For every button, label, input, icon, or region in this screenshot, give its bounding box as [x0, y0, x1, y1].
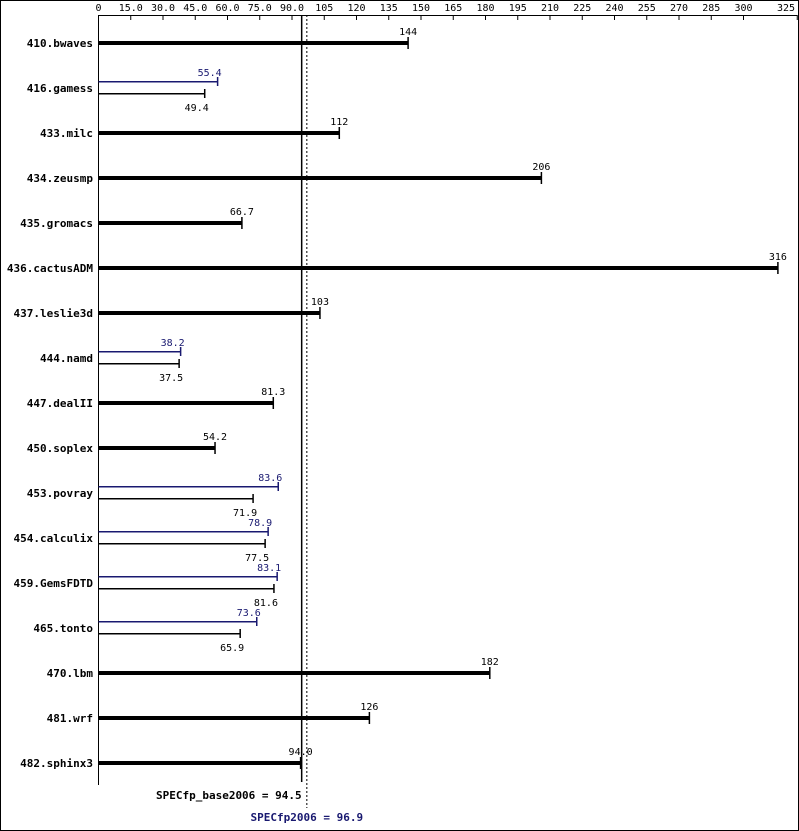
category-label: 435.gromacs — [20, 217, 93, 230]
category-label: 459.GemsFDTD — [14, 577, 94, 590]
base-metric-label: SPECfp_base2006 = 94.5 — [156, 789, 302, 802]
x-tick-label: 60.0 — [215, 3, 239, 14]
bar — [98, 446, 216, 450]
value-label: 112 — [330, 117, 348, 128]
value-label: 83.1 — [257, 563, 281, 574]
peak-metric-label: SPECfp2006 = 96.9 — [251, 811, 364, 824]
bar — [98, 588, 274, 590]
x-tick-label: 165 — [444, 3, 462, 14]
bar — [98, 401, 274, 405]
x-tick-label: 180 — [476, 3, 494, 14]
value-label: 38.2 — [161, 338, 185, 349]
x-tick-label: 325 — [777, 3, 795, 14]
value-label: 71.9 — [233, 508, 257, 519]
value-label: 316 — [769, 252, 787, 263]
value-label: 81.6 — [254, 598, 278, 609]
x-tick-label: 45.0 — [183, 3, 207, 14]
x-tick-label: 135 — [380, 3, 398, 14]
value-label: 206 — [532, 162, 550, 173]
bar — [98, 351, 181, 353]
bar — [98, 81, 218, 83]
category-label: 450.soplex — [27, 442, 94, 455]
value-label: 83.6 — [258, 473, 282, 484]
category-label: 447.dealII — [27, 397, 93, 410]
value-label: 182 — [481, 657, 499, 668]
category-label: 465.tonto — [33, 622, 93, 635]
x-tick-label: 15.0 — [119, 3, 143, 14]
value-label: 81.3 — [261, 387, 285, 398]
bar — [98, 531, 269, 533]
x-tick-label: 90.0 — [280, 3, 304, 14]
category-label: 434.zeusmp — [27, 172, 94, 185]
category-label: 410.bwaves — [27, 37, 93, 50]
bar — [98, 221, 242, 225]
bar — [98, 761, 301, 765]
value-label: 55.4 — [198, 68, 222, 79]
bar — [98, 176, 542, 180]
bar — [98, 576, 278, 578]
bar — [98, 498, 254, 500]
value-label: 78.9 — [248, 518, 272, 529]
bar — [98, 716, 370, 720]
bar — [98, 486, 279, 488]
category-label: 444.namd — [40, 352, 93, 365]
value-label: 94.0 — [289, 747, 313, 758]
value-label: 37.5 — [159, 373, 183, 384]
value-label: 103 — [311, 297, 329, 308]
value-label: 144 — [399, 27, 417, 38]
category-label: 470.lbm — [47, 667, 94, 680]
category-label: 433.milc — [40, 127, 93, 140]
x-tick-label: 285 — [702, 3, 720, 14]
bar — [98, 93, 205, 95]
x-tick-label: 255 — [638, 3, 656, 14]
value-label: 77.5 — [245, 553, 269, 564]
x-tick-label: 120 — [347, 3, 365, 14]
bar — [98, 543, 266, 545]
bar — [98, 41, 409, 45]
value-label: 66.7 — [230, 207, 254, 218]
category-label: 454.calculix — [14, 532, 94, 545]
value-label: 54.2 — [203, 432, 227, 443]
x-tick-label: 240 — [605, 3, 623, 14]
bar — [98, 363, 180, 365]
value-label: 126 — [360, 702, 378, 713]
x-tick-label: 0 — [95, 3, 101, 14]
category-label: 453.povray — [27, 487, 94, 500]
value-label: 73.6 — [237, 608, 261, 619]
category-label: 437.leslie3d — [14, 307, 93, 320]
x-tick-label: 150 — [412, 3, 430, 14]
category-label: 481.wrf — [47, 712, 93, 725]
bar — [98, 266, 778, 270]
bar — [98, 621, 257, 623]
x-tick-label: 75.0 — [248, 3, 272, 14]
bar — [98, 671, 490, 675]
category-label: 436.cactusADM — [7, 262, 93, 275]
x-tick-label: 270 — [670, 3, 688, 14]
bar — [98, 633, 241, 635]
x-tick-label: 30.0 — [151, 3, 175, 14]
x-tick-label: 225 — [573, 3, 591, 14]
x-tick-label: 195 — [509, 3, 527, 14]
x-tick-label: 105 — [315, 3, 333, 14]
value-label: 65.9 — [220, 643, 244, 654]
category-label: 416.gamess — [27, 82, 93, 95]
category-label: 482.sphinx3 — [20, 757, 93, 770]
x-tick-label: 210 — [541, 3, 559, 14]
x-tick-label: 300 — [734, 3, 752, 14]
bar — [98, 131, 340, 135]
value-label: 49.4 — [185, 103, 209, 114]
bar — [98, 311, 320, 315]
